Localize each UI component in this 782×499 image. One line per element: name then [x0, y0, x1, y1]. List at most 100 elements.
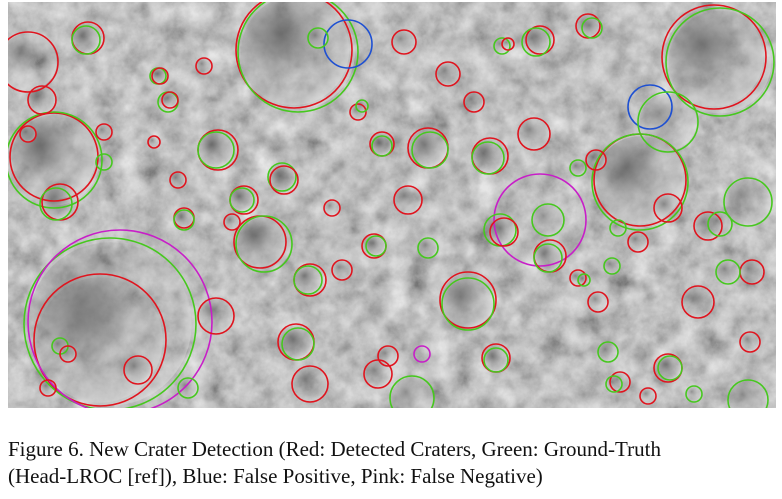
crater-shade [708, 212, 732, 236]
crater-shade [196, 58, 212, 74]
crater-shade [224, 214, 240, 230]
detected-crater-circle [661, 4, 767, 110]
ground-truth-crater-circle [577, 273, 591, 287]
detected-crater-circle [391, 29, 417, 55]
false-negative-crater-circle [413, 345, 431, 363]
crater-shade [40, 188, 72, 220]
crater-shade [392, 30, 416, 54]
ground-truth-crater-circle [685, 385, 703, 403]
crater-shade [532, 204, 564, 236]
crater-shade [716, 260, 740, 284]
ground-truth-crater-circle [707, 211, 733, 237]
detected-crater-circle [569, 269, 587, 287]
crater-shade [96, 154, 112, 170]
detected-crater-circle [151, 67, 169, 85]
crater-shade [28, 86, 56, 114]
crater-annotations [8, 2, 775, 408]
detected-crater-circle [627, 231, 649, 253]
ground-truth-crater-circle [533, 243, 563, 273]
detected-crater-circle [349, 103, 367, 121]
detected-crater-circle [291, 365, 329, 403]
ground-truth-crater-circle [637, 91, 699, 153]
ground-truth-crater-circle [597, 341, 619, 363]
crater-shade [72, 26, 100, 54]
detected-crater-circle [8, 31, 59, 93]
crater-shade [230, 188, 254, 212]
detected-crater-circle [439, 271, 497, 329]
detected-crater-circle [19, 125, 37, 143]
ground-truth-crater-circle [371, 135, 393, 157]
ground-truth-crater-circle [723, 177, 773, 227]
detected-crater-circle [525, 25, 555, 55]
ground-truth-crater-circle [235, 215, 293, 273]
ground-truth-crater-circle [609, 219, 627, 237]
detected-crater-circle [169, 171, 187, 189]
crater-shade [534, 244, 562, 272]
detected-crater-circle [585, 149, 607, 171]
ground-truth-crater-circle [365, 235, 387, 257]
ground-truth-crater-circle [483, 347, 509, 373]
ground-truth-crater-circle [177, 377, 199, 399]
false-negative-crater-circle [27, 229, 213, 408]
detected-crater-circle [435, 61, 461, 87]
ground-truth-crater-circle [39, 187, 73, 221]
ground-truth-crater-circle [727, 379, 769, 408]
detected-crater-circle [33, 273, 167, 407]
crater-shade [372, 136, 392, 156]
detected-crater-circle [653, 193, 683, 223]
ground-truth-crater-circle [8, 111, 103, 209]
crater-shade [686, 386, 702, 402]
ground-truth-crater-circle [521, 27, 551, 57]
crater-shade [198, 298, 234, 334]
crater-shade [412, 132, 448, 168]
ground-truth-crater-circle [173, 209, 195, 231]
crater-shade [241, 2, 355, 109]
crater-shade [8, 33, 57, 91]
ground-truth-crater-circle [665, 7, 775, 117]
ground-truth-crater-circle [715, 259, 741, 285]
detected-crater-circle [59, 345, 77, 363]
crater-shade [418, 238, 438, 258]
ground-truth-crater-circle [417, 237, 439, 259]
detected-crater-circle [95, 123, 113, 141]
detected-crater-circle [639, 387, 657, 405]
ground-truth-crater-circle [197, 131, 235, 169]
crater-shade [628, 232, 648, 252]
false-positive-crater-circle [627, 84, 673, 130]
crater-shade [668, 10, 772, 114]
detected-crater-circle [161, 91, 179, 109]
detected-crater-circle [235, 2, 353, 109]
ground-truth-crater-circle [355, 99, 369, 113]
ground-truth-crater-circle [605, 375, 623, 393]
ground-truth-crater-circle [591, 133, 689, 231]
ground-truth-crater-circle [603, 257, 621, 275]
crater-shade [294, 266, 322, 294]
detected-crater-circle [39, 379, 57, 397]
detected-crater-circle [377, 345, 399, 367]
crater-shade [152, 68, 168, 84]
crater-shade [324, 200, 340, 216]
crater-shade [682, 286, 714, 318]
detected-crater-circle [269, 165, 299, 195]
ground-truth-crater-circle [471, 141, 505, 175]
ground-truth-crater-circle [23, 237, 197, 408]
crater-shade [729, 381, 767, 408]
crater-shade [436, 62, 460, 86]
false-positive-crater-circle [323, 19, 373, 69]
detected-crater-circle [739, 331, 761, 353]
ground-truth-crater-circle [95, 153, 113, 171]
ground-truth-crater-circle [293, 265, 323, 295]
caption-line-1: Figure 6. New Crater Detection (Red: Det… [8, 437, 661, 461]
crater-shade [60, 346, 76, 362]
crater-shade [598, 342, 618, 362]
crater-shade [582, 18, 602, 38]
crater-shade [237, 217, 291, 271]
crater-shade [292, 366, 328, 402]
ground-truth-crater-circle [493, 37, 511, 55]
crater-shade [472, 142, 504, 174]
crater-shade [604, 258, 620, 274]
detected-crater-circle [323, 199, 341, 217]
ground-truth-crater-circle [531, 203, 565, 237]
crater-shade [394, 186, 422, 214]
false-negative-crater-circle [493, 173, 587, 267]
